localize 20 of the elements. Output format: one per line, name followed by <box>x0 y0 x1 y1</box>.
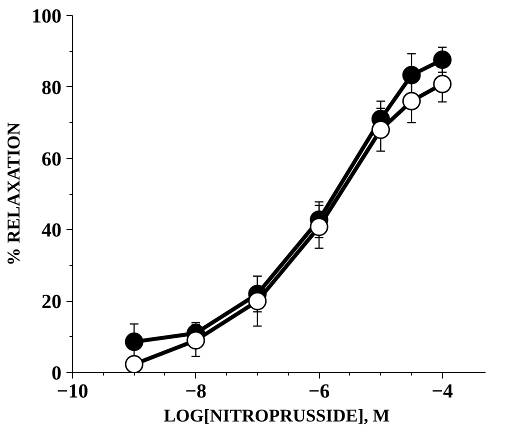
point <box>186 331 206 350</box>
point <box>371 120 390 139</box>
y-tick-label: 80 <box>42 76 62 99</box>
point <box>248 292 267 310</box>
point <box>124 355 144 372</box>
y-tick-label: 20 <box>42 291 62 314</box>
point <box>402 66 421 84</box>
y-tick-label: 100 <box>32 6 62 28</box>
x-axis-title: LOG[NITROPRUSSIDE], M <box>164 406 390 426</box>
point <box>310 218 328 236</box>
point <box>124 332 144 352</box>
x-tick-label: −6 <box>308 380 330 402</box>
y-axis-title: % RELAXATION <box>4 122 24 266</box>
point <box>433 74 452 94</box>
y-tick-label: 40 <box>42 220 62 242</box>
point <box>402 92 421 110</box>
y-tick-label: 60 <box>42 148 62 170</box>
point <box>433 50 452 69</box>
x-tick-label: −8 <box>185 380 206 402</box>
x-tick-label: −4 <box>432 380 454 402</box>
